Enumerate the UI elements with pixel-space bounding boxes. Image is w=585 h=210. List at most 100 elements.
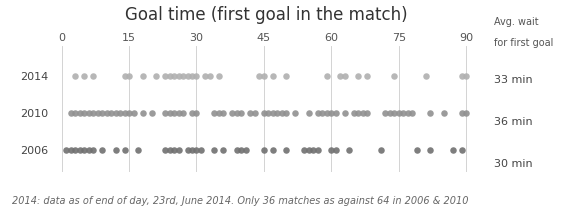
Point — [439, 111, 449, 115]
Point — [237, 148, 246, 152]
Point — [269, 111, 278, 115]
Point — [192, 74, 201, 77]
Point — [322, 74, 332, 77]
Point — [291, 111, 300, 115]
Point — [250, 111, 260, 115]
Point — [340, 111, 349, 115]
Point — [192, 111, 201, 115]
Point — [214, 111, 223, 115]
Point — [88, 111, 98, 115]
Point — [120, 74, 129, 77]
Point — [390, 111, 399, 115]
Point — [93, 111, 102, 115]
Point — [106, 111, 116, 115]
Point — [336, 74, 345, 77]
Point — [282, 111, 291, 115]
Point — [80, 74, 89, 77]
Point — [277, 111, 287, 115]
Point — [259, 148, 269, 152]
Point — [174, 74, 183, 77]
Point — [169, 74, 178, 77]
Point — [358, 111, 367, 115]
Point — [61, 148, 71, 152]
Point — [300, 148, 309, 152]
Point — [219, 111, 228, 115]
Point — [462, 111, 471, 115]
Point — [120, 111, 129, 115]
Point — [363, 74, 372, 77]
Point — [219, 148, 228, 152]
Point — [187, 111, 197, 115]
Point — [152, 74, 161, 77]
Point — [187, 74, 197, 77]
Point — [237, 111, 246, 115]
Point — [425, 111, 435, 115]
Point — [269, 148, 278, 152]
Point — [75, 148, 84, 152]
Point — [98, 111, 107, 115]
Point — [187, 148, 197, 152]
Point — [70, 111, 80, 115]
Point — [125, 74, 134, 77]
Point — [88, 148, 98, 152]
Text: 36 min: 36 min — [494, 117, 533, 127]
Point — [178, 74, 188, 77]
Point — [241, 148, 250, 152]
Point — [273, 111, 282, 115]
Point — [210, 148, 219, 152]
Point — [354, 74, 363, 77]
Point — [183, 148, 192, 152]
Point — [80, 148, 89, 152]
Point — [66, 148, 75, 152]
Point — [70, 148, 80, 152]
Point — [398, 111, 408, 115]
Point — [394, 111, 404, 115]
Point — [84, 148, 93, 152]
Point — [345, 148, 354, 152]
Text: Goal time (first goal in the match): Goal time (first goal in the match) — [125, 6, 408, 24]
Point — [80, 111, 89, 115]
Text: 30 min: 30 min — [494, 159, 533, 169]
Point — [448, 148, 457, 152]
Point — [111, 148, 121, 152]
Point — [254, 74, 264, 77]
Point — [183, 74, 192, 77]
Point — [197, 148, 206, 152]
Point — [232, 111, 242, 115]
Point — [66, 111, 75, 115]
Point — [169, 111, 178, 115]
Point — [282, 148, 291, 152]
Point — [246, 111, 255, 115]
Point — [326, 148, 336, 152]
Point — [98, 148, 107, 152]
Point — [165, 74, 174, 77]
Point — [88, 74, 98, 77]
Point — [381, 111, 390, 115]
Point — [354, 111, 363, 115]
Point — [138, 111, 147, 115]
Point — [201, 74, 210, 77]
Point — [331, 111, 340, 115]
Point — [326, 111, 336, 115]
Point — [264, 111, 273, 115]
Point — [75, 111, 84, 115]
Point — [210, 111, 219, 115]
Point — [457, 111, 466, 115]
Point — [363, 111, 372, 115]
Point — [318, 111, 327, 115]
Point — [165, 148, 174, 152]
Point — [178, 111, 188, 115]
Point — [412, 148, 421, 152]
Point — [120, 148, 129, 152]
Point — [349, 111, 359, 115]
Point — [111, 111, 121, 115]
Point — [313, 111, 322, 115]
Point — [115, 111, 125, 115]
Point — [165, 111, 174, 115]
Point — [425, 148, 435, 152]
Point — [376, 148, 386, 152]
Point — [304, 111, 314, 115]
Point — [147, 111, 156, 115]
Point — [457, 74, 466, 77]
Text: Avg. wait: Avg. wait — [494, 17, 539, 27]
